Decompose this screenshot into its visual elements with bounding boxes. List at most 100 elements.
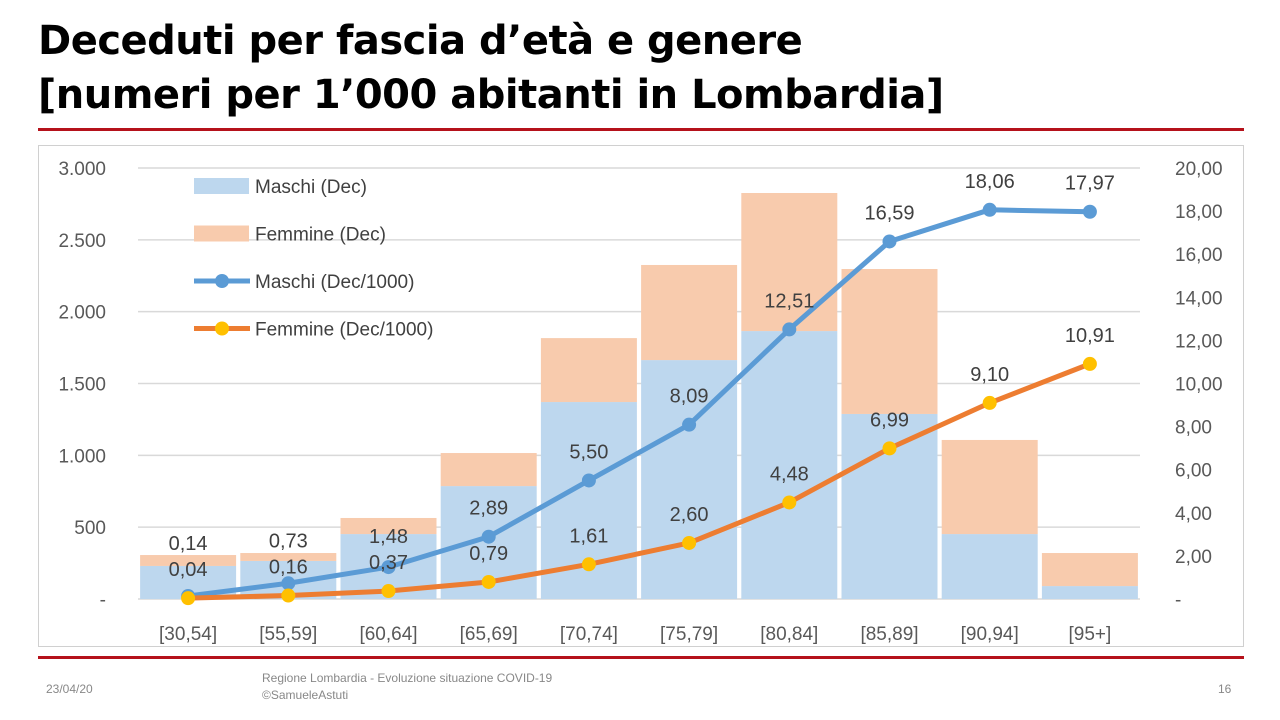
legend-label: Maschi (Dec/1000) <box>255 272 414 293</box>
bar-femmine <box>741 192 838 332</box>
point-maschi <box>481 529 496 544</box>
point-maschi <box>1082 204 1097 219</box>
x-axis-tick: [75,79] <box>660 624 718 645</box>
point-femmine <box>581 557 596 572</box>
right-axis-tick: 16,00 <box>1175 245 1223 266</box>
legend-swatch <box>194 178 249 194</box>
x-axis-tick: [95+] <box>1069 624 1112 645</box>
point-maschi <box>381 560 396 575</box>
footer-source-line-2: ©SamueleAstuti <box>262 688 349 702</box>
point-maschi <box>782 322 797 337</box>
data-label-maschi: 0,14 <box>169 533 208 555</box>
legend-swatch <box>194 225 249 242</box>
right-axis-tick: 20,00 <box>1175 159 1223 180</box>
left-axis-tick: 1.500 <box>58 375 106 396</box>
data-label-maschi: 8,09 <box>670 386 709 408</box>
line-maschi <box>187 207 1090 599</box>
point-femmine <box>882 441 897 456</box>
data-label-maschi: 12,51 <box>764 290 814 312</box>
bar-femmine <box>340 517 437 535</box>
left-axis-tick: 1.000 <box>58 446 106 467</box>
x-axis-tick: [90,94] <box>961 624 1019 645</box>
point-femmine <box>1082 356 1097 371</box>
x-axis-tick: [60,64] <box>359 624 417 645</box>
page-number: 16 <box>1218 682 1232 696</box>
footer-source-line-1: Regione Lombardia - Evoluzione situazion… <box>262 671 553 685</box>
legend-marker <box>215 274 229 288</box>
right-axis-tick: 2,00 <box>1175 547 1212 568</box>
point-femmine <box>181 591 196 606</box>
bar-maschi <box>1041 586 1138 599</box>
bar-femmine <box>540 338 637 403</box>
right-axis-tick: 10,00 <box>1175 375 1223 396</box>
data-label-femmine: 4,48 <box>770 463 809 485</box>
right-axis-tick: 14,00 <box>1175 288 1223 309</box>
right-axis-tick: 4,00 <box>1175 504 1212 525</box>
top-rule <box>38 128 1244 131</box>
legend-label: Maschi (Dec) <box>255 177 367 198</box>
x-axis-tick: [30,54] <box>159 624 217 645</box>
data-label-maschi: 16,59 <box>864 202 914 224</box>
data-label-femmine: 9,10 <box>970 364 1009 386</box>
point-femmine <box>982 395 997 410</box>
data-label-maschi: 2,89 <box>469 498 508 520</box>
data-label-femmine: 1,61 <box>569 525 608 547</box>
point-maschi <box>281 576 296 591</box>
data-label-femmine: 0,79 <box>469 543 508 565</box>
chart-frame <box>38 145 1244 647</box>
point-femmine <box>281 588 296 603</box>
footer-date: 23/04/20 <box>46 682 93 696</box>
bar-maschi <box>741 331 838 599</box>
right-axis-tick: - <box>1175 590 1181 611</box>
line-femmine <box>188 361 1091 601</box>
right-axis-tick: 12,00 <box>1175 331 1223 352</box>
right-axis-tick: 6,00 <box>1175 461 1212 482</box>
bar-maschi <box>641 360 738 599</box>
data-label-femmine: 2,60 <box>670 504 709 526</box>
point-maschi <box>682 417 697 432</box>
left-axis-tick: 3.000 <box>58 159 106 180</box>
title-line-2: [numeri per 1’000 abitanti in Lombardia] <box>38 72 944 118</box>
bar-femmine <box>440 453 537 487</box>
left-axis-tick: 500 <box>74 518 106 539</box>
x-axis-tick: [65,69] <box>460 624 518 645</box>
data-label-maschi: 0,73 <box>269 531 308 553</box>
point-maschi <box>581 473 596 488</box>
left-axis-tick: 2.000 <box>58 303 106 324</box>
right-axis-tick: 8,00 <box>1175 418 1212 439</box>
point-femmine <box>481 574 496 589</box>
bar-femmine <box>240 553 337 561</box>
left-axis-tick: 2.500 <box>58 231 106 252</box>
data-label-femmine: 10,91 <box>1065 325 1115 347</box>
bar-femmine <box>641 264 738 361</box>
right-axis-tick: 18,00 <box>1175 202 1223 223</box>
point-maschi <box>882 234 897 249</box>
x-axis-tick: [80,84] <box>760 624 818 645</box>
bar-femmine <box>941 439 1038 535</box>
data-label-maschi: 18,06 <box>965 171 1015 193</box>
title-line-1: Deceduti per fascia d’età e genere <box>38 18 803 64</box>
x-axis-tick: [70,74] <box>560 624 618 645</box>
bar-maschi <box>941 534 1038 599</box>
bar-femmine <box>841 268 938 414</box>
bottom-rule <box>38 656 1244 659</box>
data-label-femmine: 6,99 <box>870 409 909 431</box>
data-label-maschi: 1,48 <box>369 526 408 548</box>
data-label-femmine: 0,04 <box>169 559 208 581</box>
bar-femmine <box>1041 553 1138 587</box>
point-femmine <box>682 535 697 550</box>
slide-title: Deceduti per fascia d’età e genere [nume… <box>38 14 944 122</box>
data-label-maschi: 17,97 <box>1065 173 1115 195</box>
x-axis-tick: [55,59] <box>259 624 317 645</box>
x-axis-tick: [85,89] <box>860 624 918 645</box>
bar-femmine <box>140 555 237 566</box>
legend-marker <box>215 321 229 336</box>
legend-label: Femmine (Dec/1000) <box>255 320 433 341</box>
point-maschi <box>982 202 997 217</box>
point-femmine <box>782 495 797 510</box>
data-label-femmine: 0,16 <box>269 557 308 579</box>
data-label-maschi: 5,50 <box>569 441 608 463</box>
data-label-femmine: 0,37 <box>369 552 408 574</box>
footer-source: Regione Lombardia - Evoluzione situazion… <box>262 670 552 704</box>
